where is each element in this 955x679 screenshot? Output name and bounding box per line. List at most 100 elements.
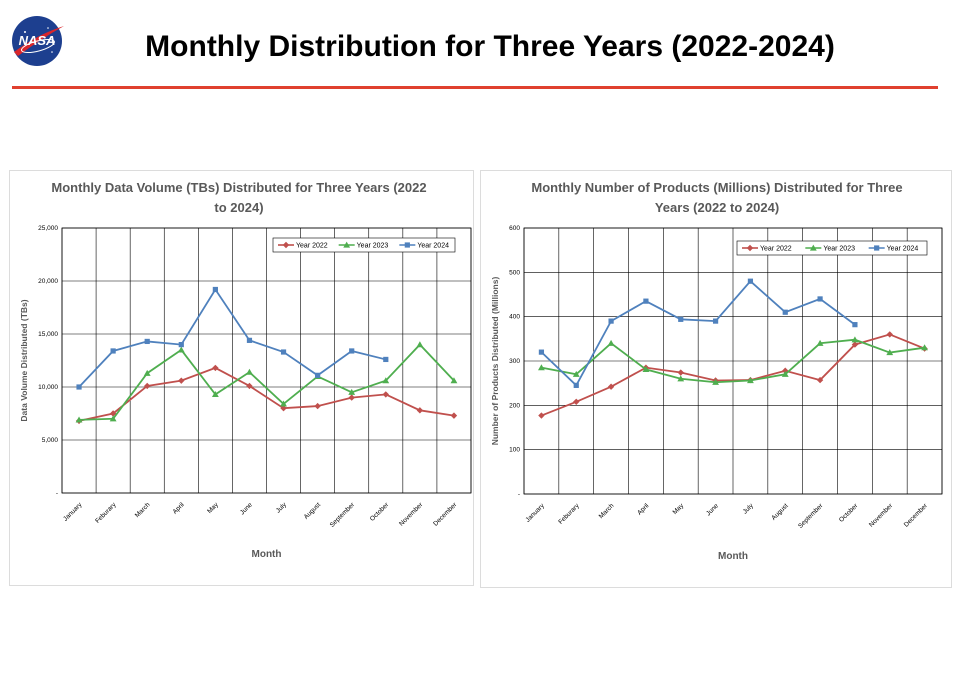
series-year-2022: [75, 364, 458, 425]
data-point-square: [874, 245, 880, 251]
x-tick-label: October: [369, 501, 391, 523]
title-divider: [12, 86, 938, 89]
legend-label: Year 2024: [887, 246, 919, 253]
data-point-triangle: [280, 400, 287, 407]
legend-label: Year 2023: [823, 246, 855, 253]
legend-label: Year 2024: [417, 243, 449, 250]
data-point-triangle: [143, 369, 151, 376]
data-point-diamond: [109, 410, 117, 417]
x-tick-label: June: [239, 501, 254, 516]
x-tick-label: July: [275, 501, 289, 515]
data-point-diamond: [746, 244, 754, 252]
series-line: [541, 333, 925, 417]
data-point-diamond: [280, 405, 287, 412]
y-tick-label: 600: [509, 225, 520, 232]
x-tick-label: October: [838, 502, 860, 524]
data-point-triangle: [246, 368, 253, 375]
data-point-square: [76, 384, 82, 390]
y-tick-label: 20,000: [38, 278, 58, 285]
data-point-square: [817, 296, 823, 302]
data-point-square: [246, 337, 253, 343]
x-tick-label: November: [868, 502, 895, 529]
y-tick-label: -: [56, 490, 58, 497]
data-point-square: [280, 349, 287, 355]
legend-item: Year 2022: [742, 244, 792, 253]
data-point-diamond: [178, 377, 185, 384]
y-tick-label: 15,000: [38, 331, 58, 338]
data-point-triangle: [851, 336, 859, 343]
data-point-triangle: [809, 244, 817, 251]
data-point-triangle: [816, 339, 824, 346]
x-tick-label: September: [797, 502, 825, 530]
x-tick-label: Feburary: [94, 501, 118, 525]
data-point-triangle: [109, 415, 117, 422]
series-line: [540, 279, 856, 387]
data-point-square: [678, 316, 684, 322]
products-chart-svg: Monthly Number of Products (Millions) Di…: [490, 180, 943, 562]
chart-title: Monthly Data Volume (TBs) Distributed fo…: [51, 180, 426, 195]
y-tick-label: 5,000: [42, 437, 59, 444]
legend-label: Year 2022: [296, 243, 328, 250]
x-tick-label: January: [62, 501, 84, 523]
data-point-triangle: [211, 391, 219, 398]
data-point-triangle: [921, 344, 928, 351]
x-tick-label: June: [705, 502, 720, 517]
legend-item: Year 2024: [399, 242, 449, 250]
data-point-diamond: [144, 382, 151, 390]
x-axis-label: Month: [252, 549, 282, 560]
series-year-2023: [75, 341, 458, 423]
data-point-triangle: [416, 341, 424, 348]
y-tick-label: 10,000: [38, 384, 58, 391]
y-axis-label: Number of Products Distributed (Millions…: [490, 277, 500, 446]
chart-title: Years (2022 to 2024): [655, 200, 779, 215]
series-line: [78, 287, 387, 388]
data-point-square: [608, 318, 614, 324]
data-point-square: [747, 278, 754, 284]
data-point-diamond: [886, 331, 893, 338]
x-tick-label: May: [206, 501, 220, 515]
series-line: [541, 338, 925, 384]
data-point-diamond: [416, 407, 424, 414]
data-point-triangle: [607, 339, 615, 346]
x-tick-label: May: [672, 502, 686, 516]
x-tick-label: July: [742, 502, 756, 516]
data-point-square: [573, 382, 579, 388]
series-line: [78, 366, 455, 422]
x-tick-label: November: [398, 501, 425, 528]
x-tick-label: January: [525, 502, 547, 524]
data-point-triangle: [348, 388, 356, 395]
data-point-triangle: [781, 370, 789, 377]
data-point-square: [782, 309, 788, 315]
y-tick-label: 500: [509, 269, 520, 276]
x-tick-label: September: [329, 501, 357, 529]
data-point-diamond: [246, 382, 253, 390]
series-line: [79, 343, 455, 421]
nasa-logo: NASA: [8, 12, 66, 70]
y-tick-label: 400: [509, 314, 520, 321]
series-year-2024: [538, 278, 858, 388]
data-volume-chart-svg: Monthly Data Volume (TBs) Distributed fo…: [19, 180, 472, 560]
y-tick-label: 100: [509, 447, 520, 454]
data-point-diamond: [677, 369, 684, 376]
data-point-diamond: [450, 412, 458, 419]
data-point-triangle: [382, 377, 390, 384]
data-point-triangle: [712, 378, 719, 385]
legend-label: Year 2023: [357, 243, 389, 250]
chart-title: Monthly Number of Products (Millions) Di…: [531, 180, 902, 195]
data-point-triangle: [642, 366, 650, 373]
data-point-square: [315, 372, 321, 378]
data-point-square: [212, 286, 218, 293]
x-tick-label: March: [598, 502, 616, 520]
data-point-triangle: [677, 375, 685, 382]
data-point-square: [383, 356, 389, 363]
data-point-diamond: [382, 391, 389, 398]
data-point-square: [110, 348, 116, 354]
products-chart: Monthly Number of Products (Millions) Di…: [480, 170, 952, 588]
logo-text: NASA: [19, 33, 56, 48]
chart-title: to 2024): [214, 200, 263, 215]
data-point-square: [643, 298, 649, 304]
data-point-diamond: [348, 394, 355, 401]
data-point-square: [538, 349, 545, 355]
x-tick-label: March: [134, 501, 152, 519]
y-tick-label: 300: [509, 358, 520, 365]
